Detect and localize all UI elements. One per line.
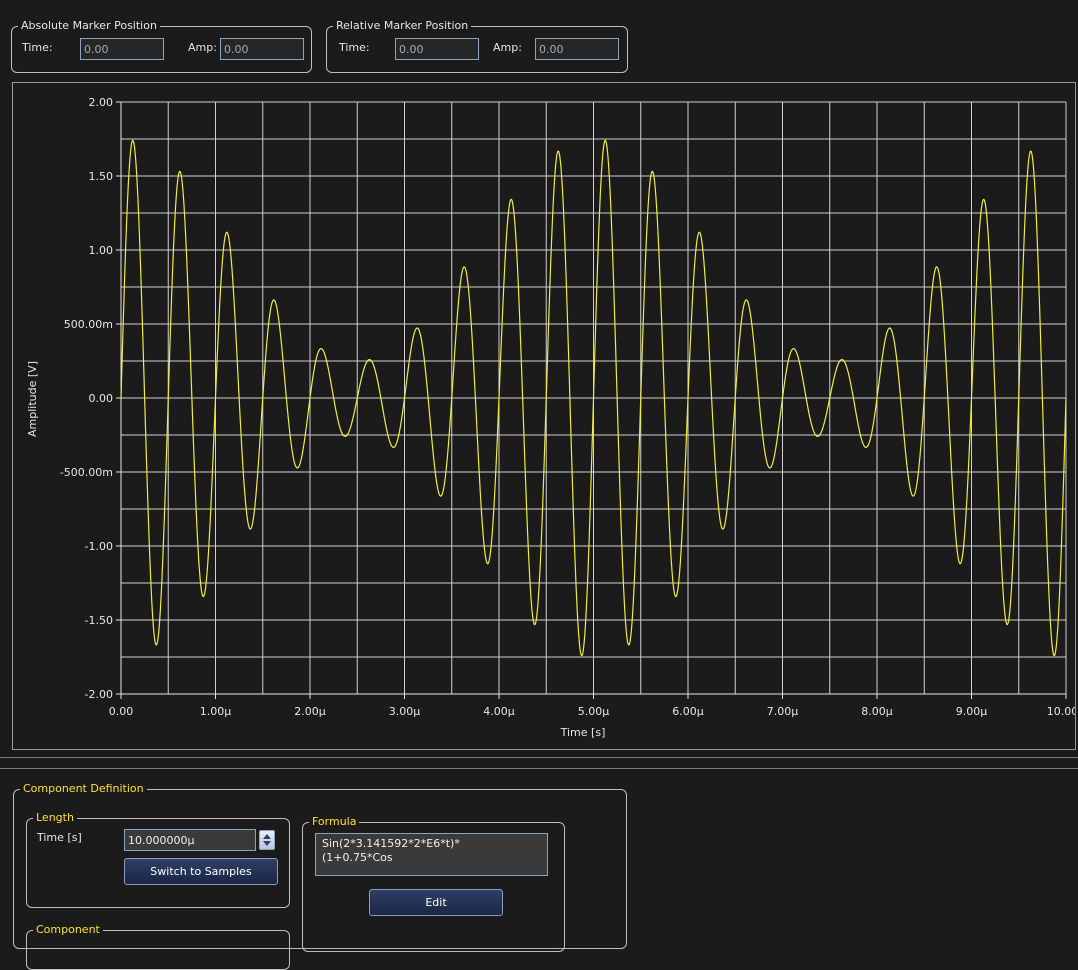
absolute-amp-input[interactable] bbox=[220, 38, 304, 60]
length-group: Length Time [s] Switch to Samples bbox=[26, 811, 290, 908]
absolute-time-input[interactable] bbox=[80, 38, 164, 60]
y-tick-label: -2.00 bbox=[85, 688, 113, 701]
formula-text-box[interactable]: Sin(2*3.141592*2*E6*t)* (1+0.75*Cos bbox=[315, 833, 548, 876]
length-time-spinner[interactable] bbox=[259, 830, 275, 850]
y-tick-label: 1.00 bbox=[89, 244, 114, 257]
length-time-input[interactable] bbox=[124, 829, 256, 851]
component-definition-group: Component Definition Length Time [s] Swi… bbox=[13, 782, 627, 970]
component-title: Component bbox=[33, 923, 103, 937]
y-tick-label: 500.00m bbox=[64, 318, 113, 331]
y-tick-label: 2.00 bbox=[89, 96, 114, 109]
x-tick-label: 7.00µ bbox=[767, 705, 799, 718]
x-tick-label: 4.00µ bbox=[483, 705, 515, 718]
component-group: Component bbox=[26, 923, 290, 970]
waveform-series-line bbox=[120, 139, 1067, 657]
edit-formula-button[interactable]: Edit bbox=[369, 889, 503, 916]
waveform-plot-frame: 2.00 1.50 1.00 500.00m 0.00 -500.00m -1.00 -1.5… bbox=[12, 82, 1076, 750]
panel-separator-1 bbox=[0, 757, 1078, 758]
relative-marker-group: Relative Marker Position Time: Amp: bbox=[326, 19, 628, 73]
component-definition-title: Component Definition bbox=[20, 782, 147, 796]
x-tick-label: 3.00µ bbox=[389, 705, 421, 718]
x-tick-label: 5.00µ bbox=[578, 705, 610, 718]
absolute-amp-label: Amp: bbox=[188, 41, 217, 54]
absolute-marker-title: Absolute Marker Position bbox=[18, 19, 160, 33]
spinner-arrows-icon bbox=[263, 834, 271, 846]
absolute-time-label: Time: bbox=[22, 41, 53, 54]
x-tick-label: 1.00µ bbox=[200, 705, 232, 718]
relative-marker-title: Relative Marker Position bbox=[333, 19, 472, 33]
x-tick-label: 6.00µ bbox=[672, 705, 704, 718]
y-tick-label: 1.50 bbox=[89, 170, 114, 183]
absolute-marker-group: Absolute Marker Position Time: Amp: bbox=[11, 19, 312, 73]
x-axis-label: Time [s] bbox=[560, 726, 606, 739]
y-tick-label: -500.00m bbox=[60, 466, 113, 479]
y-tick-label: -1.00 bbox=[85, 540, 113, 553]
y-tick-label: -1.50 bbox=[85, 614, 113, 627]
x-tick-label: 0.00 bbox=[109, 705, 134, 718]
y-axis-label: Amplitude [V] bbox=[26, 361, 39, 437]
relative-time-label: Time: bbox=[339, 41, 370, 54]
length-time-label: Time [s] bbox=[37, 831, 82, 844]
relative-time-input[interactable] bbox=[395, 38, 479, 60]
relative-amp-input[interactable] bbox=[535, 38, 619, 60]
relative-amp-label: Amp: bbox=[493, 41, 522, 54]
waveform-plot[interactable]: 2.00 1.50 1.00 500.00m 0.00 -500.00m -1.00 -1.5… bbox=[13, 83, 1075, 749]
y-tick-label: 0.00 bbox=[89, 392, 114, 405]
x-tick-label: 2.00µ bbox=[294, 705, 326, 718]
x-tick-label: 10.00µ bbox=[1047, 705, 1075, 718]
x-tick-label: 9.00µ bbox=[956, 705, 988, 718]
panel-separator-2 bbox=[0, 768, 1078, 769]
length-title: Length bbox=[33, 811, 77, 825]
formula-group: Formula Sin(2*3.141592*2*E6*t)* (1+0.75*… bbox=[302, 815, 565, 952]
switch-to-samples-button[interactable]: Switch to Samples bbox=[124, 858, 278, 885]
x-tick-label: 8.00µ bbox=[861, 705, 893, 718]
formula-title: Formula bbox=[309, 815, 360, 829]
